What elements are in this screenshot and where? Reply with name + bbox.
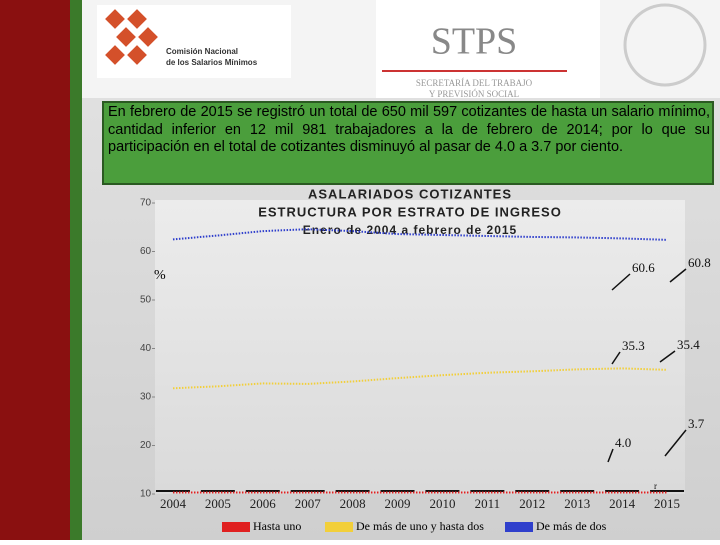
logo-text: de los Salarios Mínimos — [166, 58, 258, 67]
note: En febrero de 2015 se registró un total … — [108, 104, 710, 155]
annotation: 60.8 — [688, 255, 711, 270]
x-tick-label: 2005 — [205, 496, 231, 511]
y-tick-label: 30 — [140, 392, 152, 403]
legend-label: De más de dos — [536, 519, 607, 533]
x-tick-label: 2012 — [519, 496, 545, 511]
annotation-arrow — [659, 350, 676, 363]
chart-period: Enero de 2004 a febrero de 2015 — [303, 223, 517, 237]
annotation: 35.4 — [677, 337, 700, 352]
agency-box — [376, 0, 600, 98]
annotation: 35.3 — [622, 338, 645, 353]
note-wrap: En febrero de 2015 se registró un total … — [108, 104, 710, 155]
chart-subtitle: ESTRUCTURA POR ESTRATO DE INGRESO — [258, 204, 562, 219]
y-tick-label: 40 — [140, 343, 152, 354]
x-tick-label: 2014 — [609, 496, 636, 511]
x-tick-label: 2011 — [475, 496, 501, 511]
y-tick-label: 10 — [140, 489, 152, 500]
agency-text: SECRETARÍA DEL TRABAJO — [416, 78, 533, 88]
note-box — [102, 101, 714, 185]
logo-text: Comisión Nacional — [166, 47, 238, 56]
annotation-arrow — [611, 351, 621, 365]
annotation: 4.0 — [615, 435, 631, 450]
x-tick-label: 2010 — [429, 496, 455, 511]
x-tick-label: 2006 — [250, 496, 277, 511]
series-line — [172, 228, 668, 241]
plot-area — [155, 200, 685, 494]
agency-name: STPS — [431, 21, 518, 63]
seal — [623, 3, 707, 87]
legend-swatch — [222, 522, 250, 532]
agency-rule — [382, 70, 567, 72]
legend-label: De más de uno y hasta dos — [356, 519, 484, 533]
y-tick-label: 20 — [140, 440, 152, 451]
annotation-arrow — [611, 273, 631, 291]
legend-swatch — [325, 522, 353, 532]
annotation: 3.7 — [688, 416, 705, 431]
y-tick-label: 70 — [140, 198, 152, 209]
annotation: 60.6 — [632, 260, 655, 275]
y-tick-label: 60 — [140, 246, 152, 257]
side-stripe — [70, 0, 82, 540]
x-tick-label: 2015 — [654, 496, 680, 511]
x-tick-label: 2004 — [160, 496, 187, 511]
y-axis-label: % — [154, 268, 166, 283]
legend-swatch — [505, 522, 533, 532]
x-tick-label: 2009 — [385, 496, 411, 511]
annotation-arrow — [664, 429, 687, 457]
series-line — [172, 367, 668, 390]
annotation: r — [654, 481, 657, 491]
legend-label: Hasta uno — [253, 519, 301, 533]
annotation-arrow — [607, 448, 614, 463]
y-tick-label: 50 — [140, 295, 152, 306]
x-tick-label: 2007 — [295, 496, 322, 511]
annotation-arrow — [669, 268, 687, 283]
chart-title: ASALARIADOS COTIZANTES — [308, 186, 512, 201]
x-tick-label: 2013 — [564, 496, 590, 511]
side-band — [0, 0, 70, 540]
x-tick-label: 2008 — [340, 496, 366, 511]
agency-text: Y PREVISIÓN SOCIAL — [429, 89, 519, 99]
